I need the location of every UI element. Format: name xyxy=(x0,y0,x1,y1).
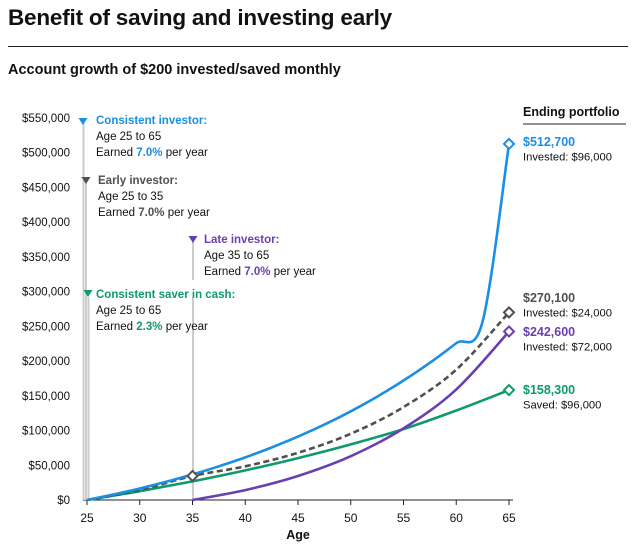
late-investor-annotation-rate-line: Earned 7.0% per year xyxy=(204,266,316,278)
late-investor-annotation-title: Late investor: xyxy=(204,234,279,246)
x-tick-label: 45 xyxy=(291,511,305,525)
late-investor-end-note: Invested: $72,000 xyxy=(523,342,612,354)
consistent-investor-end-note: Invested: $96,000 xyxy=(523,152,612,164)
early-investor-end-note: Invested: $24,000 xyxy=(523,308,612,320)
chart-subtitle: Account growth of $200 invested/saved mo… xyxy=(8,62,341,78)
rate-value: 7.0% xyxy=(136,147,162,159)
early-investor-end-value: $270,100 xyxy=(523,291,575,305)
x-tick-label: 25 xyxy=(80,511,94,525)
rate-value: 7.0% xyxy=(244,266,270,278)
early-investor-line xyxy=(86,311,510,502)
consistent-saver-line xyxy=(86,388,510,502)
early-investor-age35-marker xyxy=(186,469,199,483)
y-tick-label: $400,000 xyxy=(22,217,70,229)
series-annotations: Consistent investor: Age 25 to 65 Earned 7… xyxy=(78,115,316,333)
consistent-saver-end-marker xyxy=(502,383,516,397)
late-investor-end-value: $242,600 xyxy=(523,325,575,339)
y-tick-label: $450,000 xyxy=(22,182,70,194)
consistent-investor-end-marker xyxy=(502,137,516,151)
late-investor-end-marker xyxy=(502,325,516,338)
rate-prefix: Earned xyxy=(96,321,136,333)
consistent-saver-end-value: $158,300 xyxy=(523,383,575,397)
chart-axes: 25 30 35 40 45 50 55 60 65 Age $0 $50,000 $100,000 $1… xyxy=(22,113,516,542)
title-divider xyxy=(8,46,628,47)
consistent-investor-line xyxy=(86,143,511,502)
ending-portfolio-legend: Ending portfolio $512,700 Invested: $96,00… xyxy=(523,105,626,412)
y-tick-label: $500,000 xyxy=(22,148,70,160)
consistent-investor-end-value: $512,700 xyxy=(523,135,575,149)
rate-prefix: Earned xyxy=(98,207,138,219)
y-tick-label: $150,000 xyxy=(22,391,70,403)
x-tick-label: 65 xyxy=(502,511,516,525)
rate-value: 2.3% xyxy=(136,321,162,333)
late-investor-annotation-ages: Age 35 to 65 xyxy=(204,250,269,262)
rate-suffix: per year xyxy=(163,147,209,159)
series-lines xyxy=(86,137,516,502)
early-investor-annotation-ages: Age 25 to 35 xyxy=(98,191,163,203)
rate-value: 7.0% xyxy=(138,207,164,219)
rate-suffix: per year xyxy=(271,266,317,278)
x-tick-label: 35 xyxy=(186,511,200,525)
consistent-investor-annotation-rate-line: Earned 7.0% per year xyxy=(96,147,208,159)
consistent-saver-end-note: Saved: $96,000 xyxy=(523,400,601,412)
x-tick-label: 50 xyxy=(344,511,358,525)
consistent-saver-annotation-title: Consistent saver in cash: xyxy=(96,289,235,301)
x-axis-title: Age xyxy=(286,528,310,542)
y-tick-label: $50,000 xyxy=(28,460,70,472)
y-tick-label: $0 xyxy=(57,495,70,507)
rate-suffix: per year xyxy=(165,207,211,219)
early-investor-annotation-rate-line: Earned 7.0% per year xyxy=(98,207,210,219)
y-tick-label: $550,000 xyxy=(22,113,70,125)
consistent-saver-annotation-ages: Age 25 to 65 xyxy=(96,305,161,317)
start-age-markers xyxy=(82,120,194,500)
early-investor-flag-marker xyxy=(81,177,91,184)
y-tick-label: $100,000 xyxy=(22,426,70,438)
early-investor-annotation-title: Early investor: xyxy=(98,175,178,187)
rate-suffix: per year xyxy=(163,321,209,333)
early-investor-end-marker xyxy=(502,305,516,319)
x-tick-label: 55 xyxy=(397,511,411,525)
y-tick-label: $250,000 xyxy=(22,321,70,333)
y-tick-label: $300,000 xyxy=(22,287,70,299)
rate-prefix: Earned xyxy=(204,266,244,278)
consistent-investor-annotation-title: Consistent investor: xyxy=(96,115,207,127)
x-tick-label: 40 xyxy=(239,511,253,525)
x-tick-label: 30 xyxy=(133,511,147,525)
late-investor-flag-marker xyxy=(188,236,198,243)
ending-portfolio-header: Ending portfolio xyxy=(523,105,620,119)
rate-prefix: Earned xyxy=(96,147,136,159)
page-title: Benefit of saving and investing early xyxy=(8,5,392,30)
y-tick-label: $350,000 xyxy=(22,252,70,264)
x-tick-label: 60 xyxy=(450,511,464,525)
late-investor-line xyxy=(192,330,510,502)
consistent-saver-flag-marker xyxy=(83,290,93,297)
y-tick-label: $200,000 xyxy=(22,356,70,368)
consistent-saver-annotation-rate-line: Earned 2.3% per year xyxy=(96,321,208,333)
consistent-investor-flag-marker xyxy=(78,118,88,125)
consistent-investor-annotation-ages: Age 25 to 65 xyxy=(96,131,161,143)
